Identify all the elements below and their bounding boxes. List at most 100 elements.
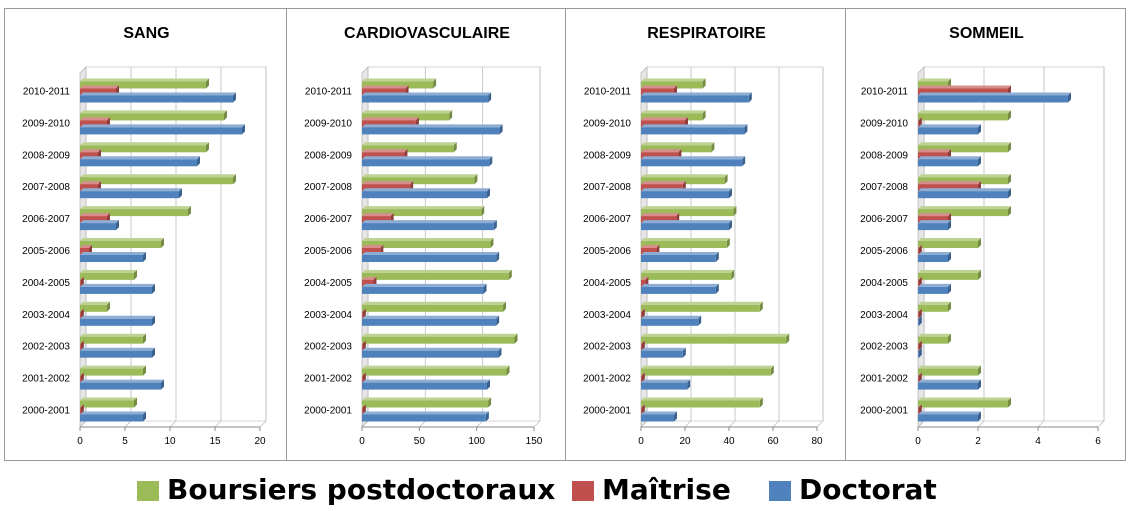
bar-top-face [641,315,702,319]
bar-top-face [641,252,719,255]
bar-front-face [641,120,685,128]
category-label: 2006-2007 [22,214,70,225]
bar-front-face [80,127,242,135]
x-tick-label: 5 [122,436,128,447]
bar-post [362,238,494,248]
category-label: 2001-2002 [583,374,631,385]
bar-end-face [474,174,478,185]
x-tick-label: 10 [164,436,176,447]
bar-front-face [641,223,729,231]
bar-front-face [80,350,152,358]
bar-top-face [80,220,119,224]
bar-post [362,365,510,376]
bar-top-face [362,213,394,217]
bar-end-face [1068,92,1071,103]
bar-front-face [918,400,1008,408]
bar-front-face [918,184,978,192]
bar-front-face [918,127,978,135]
x-tick-label: 50 [414,436,426,447]
bar-top-face [918,411,981,415]
bar-top-face [918,340,922,344]
bar-end-face [702,78,706,89]
bar-front-face [362,279,374,287]
bar-top-face [362,181,414,185]
bar-end-face [143,411,146,422]
bar-front-face [918,191,1008,199]
bar-top-face [918,365,981,369]
bar-front-face [918,88,1008,96]
bar-front-face [80,368,143,376]
bar-end-face [143,365,146,376]
bar-front-face [80,407,81,415]
bar-front-face [80,248,89,255]
bar-doctorat [80,411,146,422]
bar-front-face [641,272,732,280]
bar-top-face [362,347,502,351]
bar-doctorat [918,124,981,135]
bar-doctorat [80,156,200,167]
bar-end-face [134,397,137,408]
gridline-floor [816,420,824,428]
bar-front-face [80,286,152,294]
bar-end-face [674,411,677,422]
bar-front-face [641,177,725,185]
bar-top-face [80,213,110,217]
bar-doctorat [641,411,677,422]
bar-doctorat [80,92,236,103]
bar-top-face [918,117,922,121]
bar-front-face [918,216,948,224]
category-label: 2007-2008 [860,182,908,193]
bar-front-face [362,88,406,96]
bar-top-face [641,379,691,383]
bar-end-face [742,156,746,167]
bar-front-face [80,375,81,383]
category-label: 2005-2006 [583,246,631,257]
category-label: 2007-2008 [583,182,631,193]
bar-post [641,78,706,89]
bar-top-face [918,181,981,185]
bar-doctorat [918,220,951,231]
x-tick-label: 0 [359,436,365,447]
bar-end-face [1008,110,1011,121]
gridline-floor [169,420,177,428]
bar-end-face [506,365,510,376]
x-tick-label: 4 [1035,436,1041,447]
bar-top-face [641,365,774,369]
bar-top-face [918,238,981,241]
bar-doctorat [362,411,489,422]
bar-end-face [488,92,492,103]
category-label: 2005-2006 [860,246,908,257]
bar-front-face [80,120,107,128]
bar-top-face [641,174,728,178]
x-tick-label: 0 [638,436,644,447]
bar-front-face [80,152,98,160]
bar-top-face [80,283,155,287]
bar-end-face [503,301,507,312]
bar-top-face [918,124,981,128]
bar-end-face [161,379,164,390]
bar-end-face [748,92,752,103]
bar-front-face [641,145,712,153]
bar-top-face [641,220,732,224]
bar-top-face [362,411,489,415]
x-tick-label: 20 [254,436,266,447]
bar-front-face [918,223,948,231]
bar-end-face [948,333,951,344]
bar-top-face [918,301,951,305]
bar-end-face [134,269,137,280]
bar-top-face [362,124,503,128]
bar-top-face [80,340,84,344]
category-label: 2001-2002 [22,374,70,385]
bar-end-face [433,78,437,89]
bar-doctorat [641,124,748,135]
bar-end-face [493,220,497,231]
bar-top-face [362,156,493,160]
bar-doctorat [80,379,164,390]
bar-front-face [80,223,116,231]
bar-doctorat [918,315,922,326]
category-label: 2001-2002 [860,374,908,385]
bar-doctorat [918,188,1011,199]
bar-doctorat [918,283,951,294]
bar-top-face [80,397,137,401]
bar-top-face [80,365,146,369]
